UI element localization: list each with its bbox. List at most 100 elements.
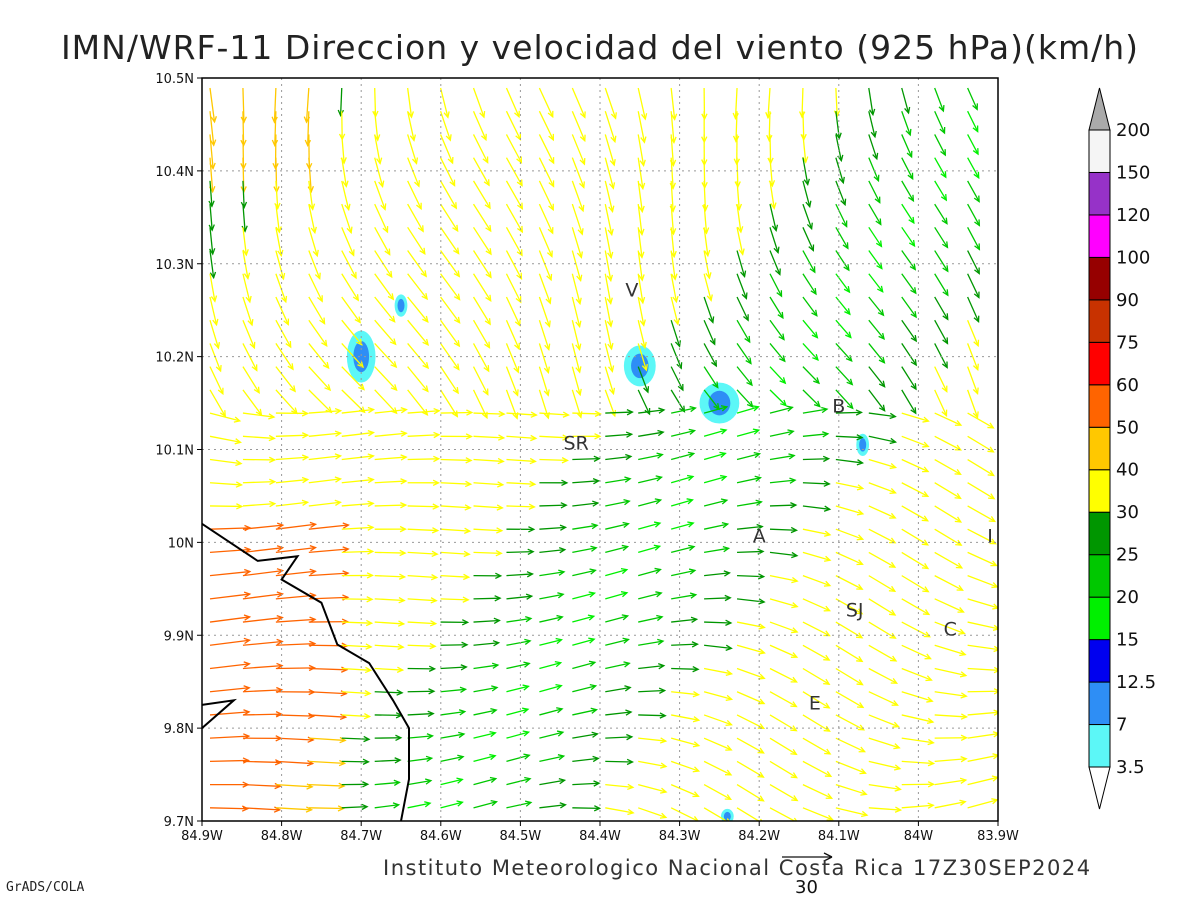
wind-vector (868, 319, 885, 340)
wind-vector-head (244, 568, 252, 576)
wind-vector-head (956, 584, 964, 591)
wind-vector-head (974, 219, 981, 227)
wind-vector-head (720, 498, 729, 505)
wind-vector-head (588, 637, 596, 644)
wind-vector (506, 551, 534, 554)
wind-vector (868, 180, 881, 203)
wind-vector (473, 551, 502, 555)
wind-vector (967, 273, 980, 298)
wind-vector (407, 551, 438, 555)
wind-vector (308, 478, 341, 484)
wind-vector (473, 412, 505, 415)
wind-vector (209, 458, 242, 465)
wind-vector (242, 389, 262, 416)
place-label: A (753, 525, 766, 547)
wind-vector-head (620, 567, 629, 575)
wind-vector-head (429, 642, 437, 650)
wind-vector-head (758, 673, 766, 680)
wind-vector (505, 319, 520, 350)
wind-vector-head (655, 475, 663, 482)
wind-vector (472, 273, 492, 302)
wind-vector-head (497, 434, 506, 441)
wind-vector (835, 575, 863, 590)
wind-vector (407, 712, 434, 716)
wind-vector-head (905, 128, 912, 137)
wind-vector (934, 621, 965, 635)
wind-vector-head (525, 593, 534, 600)
wind-vector-head (382, 226, 389, 234)
wind-vector (341, 203, 352, 233)
wind-vector-head (556, 614, 564, 622)
wind-vector-head (310, 226, 317, 235)
wind-vector (736, 501, 762, 507)
wind-vector (670, 475, 694, 484)
wind-vector-head (576, 274, 583, 283)
wind-vector-head (922, 441, 930, 448)
wind-vector (440, 411, 472, 414)
wind-vector-head (242, 249, 249, 257)
colorbar-swatch (1088, 214, 1111, 258)
wind-vector (407, 598, 437, 602)
wind-vector (242, 640, 283, 646)
wind-vector-head (720, 474, 728, 482)
wind-vector-head (653, 521, 662, 528)
wind-vector-head (654, 567, 662, 574)
wind-vector (440, 458, 472, 462)
wind-vector (341, 134, 345, 164)
wind-vector (242, 524, 283, 530)
wind-vector-head (530, 434, 538, 442)
wind-vector-head (744, 335, 751, 344)
wind-vector-head (724, 794, 733, 801)
wind-vector (440, 801, 463, 809)
wind-vector (275, 296, 289, 325)
lon-tick-label: 84.2W (738, 829, 780, 844)
wind-vector (605, 433, 632, 437)
wind-vector (703, 452, 726, 461)
wind-vector-head (346, 226, 353, 235)
wind-vector (868, 87, 874, 115)
wind-vector (506, 617, 532, 623)
wind-vector (671, 691, 699, 696)
wind-vector (967, 110, 979, 132)
wind-vector (374, 273, 394, 300)
wind-vector-head (524, 638, 532, 645)
wind-vector (934, 296, 949, 320)
wind-vector-head (838, 176, 845, 185)
wind-vector-head (452, 387, 459, 395)
wind-vector-head (209, 271, 217, 280)
wind-vector (407, 458, 439, 461)
wind-vector (539, 571, 565, 577)
wind-vector (374, 157, 384, 187)
wind-vector-head (974, 267, 980, 275)
wind-vector-head (757, 573, 766, 580)
wind-vector (769, 389, 787, 407)
wind-vector (934, 319, 949, 344)
wind-vector (671, 643, 698, 646)
wind-vector-head (366, 572, 374, 579)
wind-vector (604, 203, 613, 235)
wind-vector-head (638, 182, 646, 191)
wind-vector (802, 784, 832, 799)
wind-vector-head (285, 340, 292, 349)
wind-vector (341, 644, 372, 648)
wind-vector-head (656, 452, 664, 459)
wind-vector-head (686, 498, 694, 505)
wind-vector (769, 366, 786, 384)
wind-vector-head (993, 666, 998, 674)
wind-vector-head (269, 500, 277, 508)
wind-vector (242, 503, 275, 507)
wind-vector (638, 453, 663, 461)
wind-vector (604, 389, 616, 417)
wind-vector-head (927, 781, 936, 788)
wind-vector (967, 227, 980, 250)
wind-vector (769, 528, 797, 531)
wind-vector (703, 366, 719, 388)
wind-vector (736, 621, 765, 629)
wind-vector (209, 687, 250, 693)
wind-vector (670, 784, 699, 797)
wind-vector-head (219, 410, 227, 418)
wind-vector (506, 685, 529, 693)
wind-vector-head (779, 355, 786, 363)
wind-vector (440, 203, 459, 232)
wind-vector (637, 134, 645, 166)
